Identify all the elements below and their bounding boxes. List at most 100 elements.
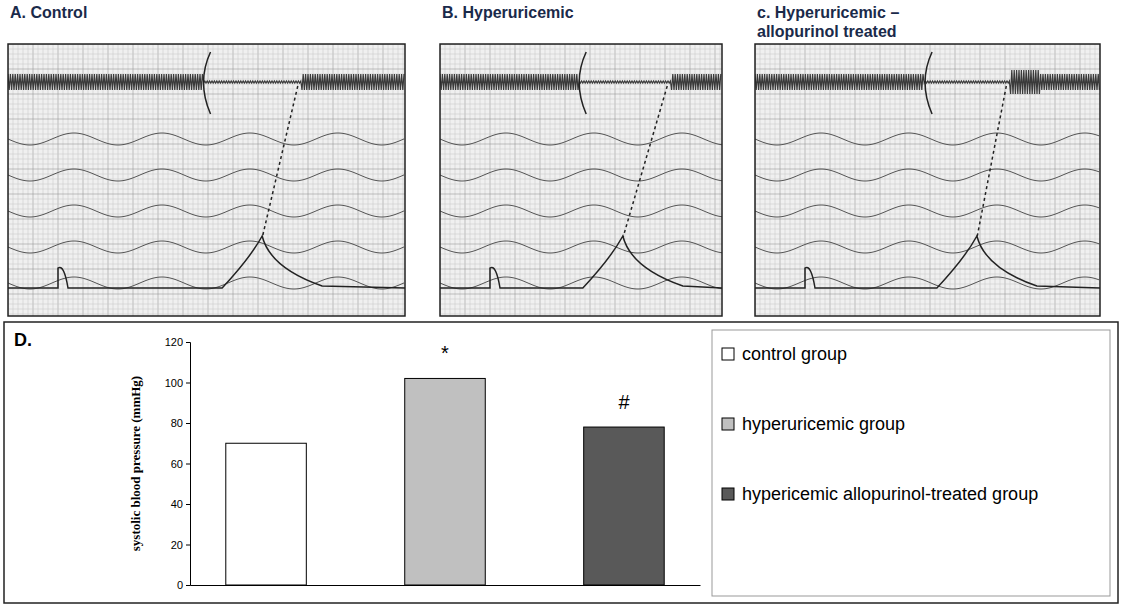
tracing-frame [8,44,405,316]
paper-wave [8,241,404,253]
paper-grid [635,44,636,316]
paper-grid [8,144,405,145]
paper-grid [965,44,966,316]
paper-grid [253,44,254,316]
paper-grid [440,109,722,110]
paper-grid [8,189,405,190]
paper-grid [755,134,1100,135]
paper-grid [440,59,722,60]
x-axis-line [191,585,701,586]
paper-wave [440,205,722,217]
paper-grid [440,294,722,295]
paper-grid [8,49,405,50]
paper-grid [755,59,1100,60]
panel-title: B. Hyperuricemic [442,4,574,21]
bar [584,427,665,585]
paper-grid [8,124,405,125]
paper-grid [440,309,722,310]
y-tick: 80 [171,417,190,429]
y-tick-label: 60 [171,458,183,470]
paper-grid [8,219,405,220]
paper-grid [955,44,956,316]
paper-grid [293,44,294,316]
paper-grid [755,294,1100,295]
paper-grid [218,44,219,316]
paper-grid [440,229,722,230]
paper-grid [8,109,405,110]
trace-connector [623,86,667,238]
paper-grid [208,44,209,316]
y-tick-label: 0 [177,579,183,591]
paper-grid [970,44,971,316]
tracing-paper [755,44,1100,316]
paper-grid [238,44,239,316]
tracing-frame [440,44,722,316]
paper-grid [8,244,405,245]
y-tick-label: 80 [171,417,183,429]
paper-grid [8,254,405,255]
y-tick: 0 [177,579,190,591]
paper-grid [440,124,722,125]
y-tick-label: 120 [165,336,183,348]
paper-grid [8,234,405,235]
text-line: hypericemic allopurinol-treated group [742,484,1038,504]
paper-grid [440,304,722,305]
paper-grid [975,44,976,316]
paper-grid [440,189,722,190]
paper-grid [8,299,405,300]
chart-title: D. [14,330,32,350]
paper-grid [8,204,405,205]
paper-grid [755,149,1100,150]
paper-grid [755,139,1100,140]
text-line: B. Hyperuricemic [442,4,574,21]
trace-top [440,74,721,90]
paper-grid [440,144,722,145]
legend-frame [712,330,1110,596]
paper-grid [8,249,405,250]
y-axis-title: systolic blood pressure (mmHg) [128,376,143,551]
paper-grid [755,264,1100,265]
paper-grid [755,204,1100,205]
figure: A. ControlB. Hyperuricemicc. Hyperuricem… [0,0,1123,606]
paper-grid [755,159,1100,160]
paper-grid [755,304,1100,305]
bar [405,378,486,585]
y-tick: 20 [171,539,190,551]
paper-grid [8,194,405,195]
paper-grid [228,44,229,316]
paper-grid [440,214,722,215]
y-axis-line [186,343,191,586]
annotation: * [441,342,449,364]
paper-grid [1000,44,1001,316]
paper-grid [248,44,249,316]
text-line: hyperuricemic group [742,414,905,434]
paper-grid [440,224,722,225]
paper-grid [8,279,405,280]
paper-grid [440,269,722,270]
tracing [440,44,722,316]
paper-grid [243,44,244,316]
paper-grid [440,239,722,240]
paper-grid [660,44,661,316]
paper-wave [440,277,722,289]
y-tick: 120 [165,336,190,348]
paper-grid [755,94,1100,95]
panel-title: c. Hyperuricemic –allopurinol treated [757,4,899,40]
paper-grid [278,44,279,316]
paper-grid [755,184,1100,185]
y-tick-mark [186,585,190,586]
paper-grid [755,154,1100,155]
text-line: allopurinol treated [757,23,897,40]
paper-grid [625,44,626,316]
paper-grid [8,159,405,160]
paper-grid [8,119,405,120]
paper-grid [8,304,405,305]
paper-grid [223,44,224,316]
paper-grid [8,154,405,155]
y-tick: 60 [171,458,190,470]
paper-wave [755,241,1099,253]
paper-grid [440,134,722,135]
paper-grid [8,314,405,315]
y-tick-mark [186,464,190,465]
paper-grid [590,44,591,316]
